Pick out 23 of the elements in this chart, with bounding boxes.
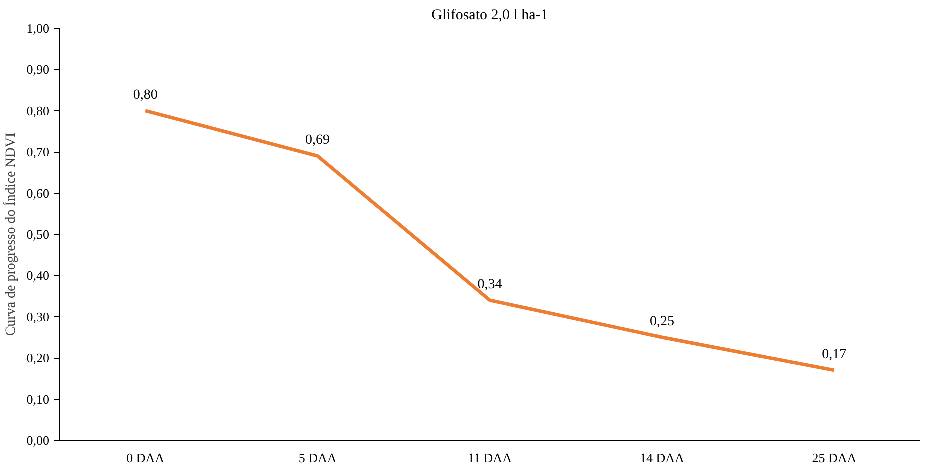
x-tick-label: 25 DAA: [812, 450, 858, 466]
data-label: 0,69: [306, 133, 330, 148]
y-tick-label: 0,10: [26, 392, 50, 407]
x-tick-label: 11 DAA: [468, 450, 513, 466]
y-tick-label: 0,40: [26, 268, 50, 284]
y-tick-label: 0,30: [26, 309, 50, 324]
y-axis-title: Curva de progresso do Índice NDVI: [2, 132, 19, 336]
data-label: 0,17: [822, 347, 847, 362]
data-label: 0,80: [133, 88, 158, 103]
x-tick-label: 0 DAA: [126, 450, 166, 466]
y-tick-label: 0,50: [26, 227, 50, 242]
y-tick-label: 0,70: [26, 144, 50, 160]
y-tick-label: 0,20: [26, 350, 50, 366]
y-tick-label: 0,60: [26, 186, 50, 201]
chart-title: Glifosato 2,0 l ha-1: [432, 8, 548, 24]
y-tick-label: 0,80: [26, 103, 50, 118]
data-label: 0,25: [650, 314, 674, 330]
y-tick-label: 0,90: [26, 62, 50, 78]
x-tick-label: 5 DAA: [298, 450, 338, 466]
y-tick-label: 0,00: [26, 433, 50, 448]
x-tick-label: 14 DAA: [640, 450, 686, 466]
y-tick-label: 1,00: [26, 21, 50, 36]
data-label: 0,34: [478, 277, 502, 292]
